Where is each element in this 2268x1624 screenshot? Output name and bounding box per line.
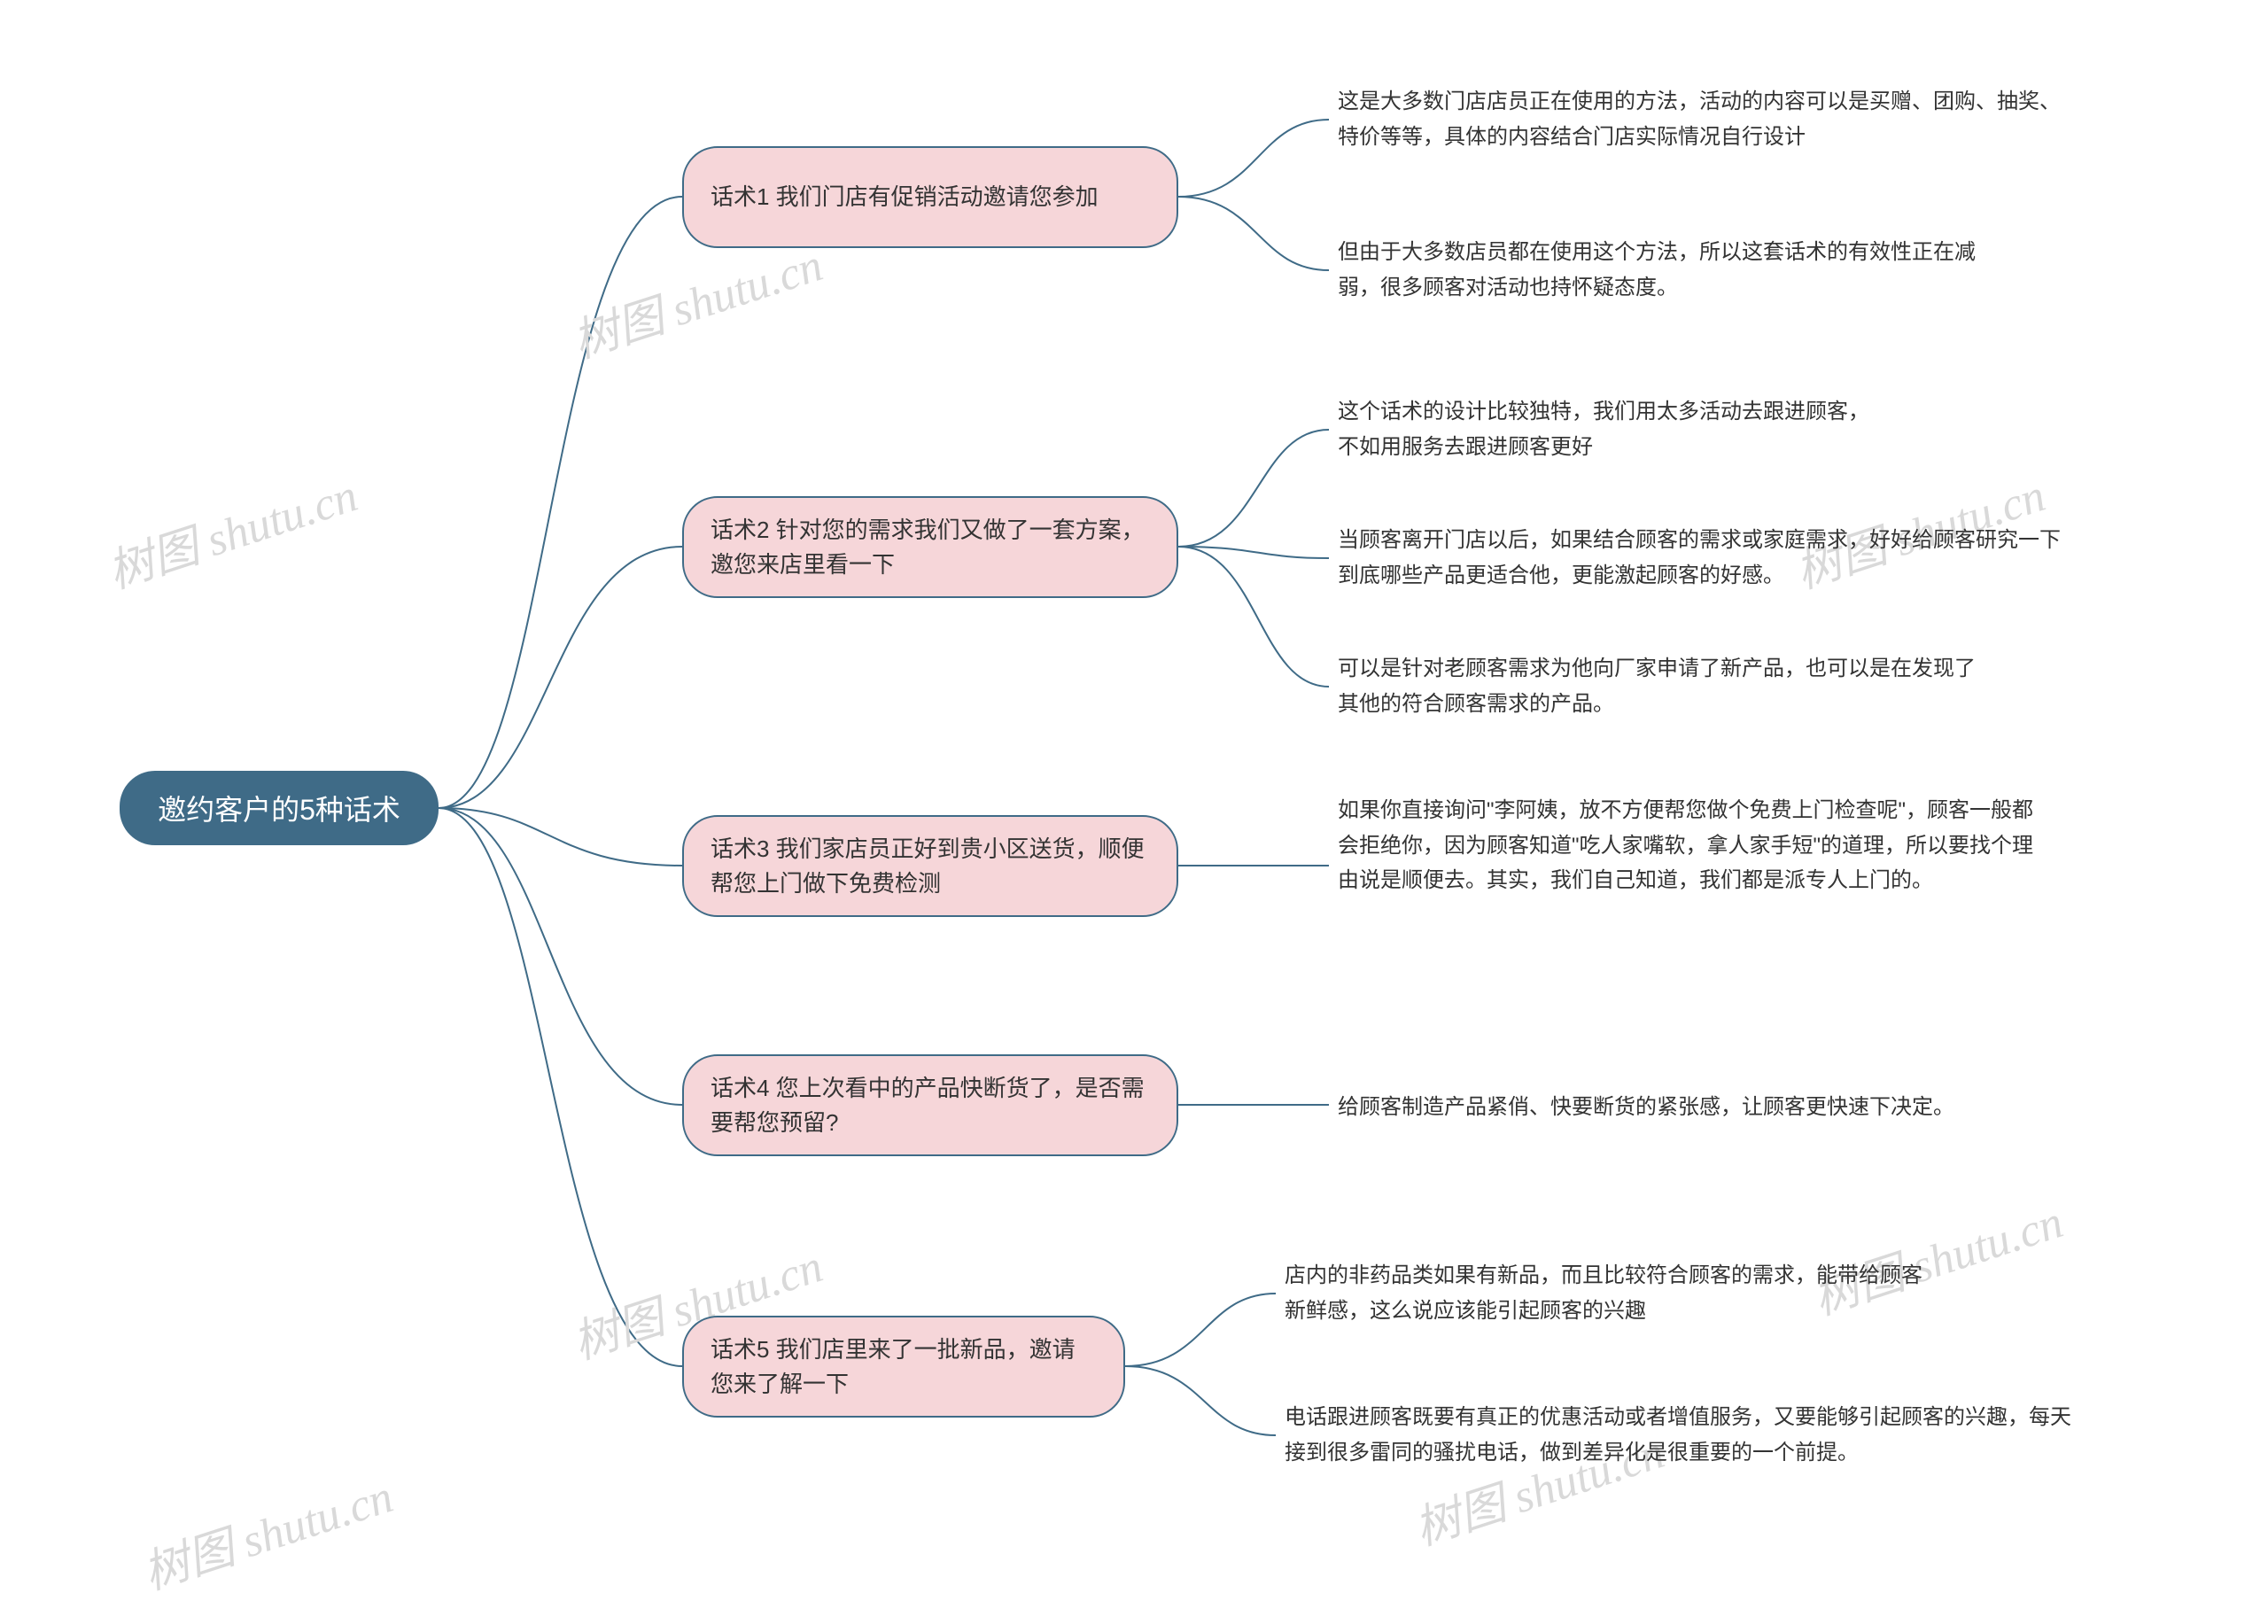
leaf-node: 可以是针对老顾客需求为他向厂家申请了新产品，也可以是在发现了其他的符合顾客需求的… (1338, 651, 1976, 721)
watermark: 树图 shutu.cn (134, 1459, 400, 1602)
branch-node-3: 话术3 我们家店员正好到贵小区送货，顺便帮您上门做下免费检测 (682, 815, 1178, 917)
leaf-node: 当顾客离开门店以后，如果结合顾客的需求或家庭需求，好好给顾客研究一下到底哪些产品… (1338, 523, 2064, 593)
mindmap-canvas: 树图 shutu.cn 树图 shutu.cn 树图 shutu.cn 树图 s… (0, 0, 2268, 1624)
leaf-node: 这是大多数门店店员正在使用的方法，活动的内容可以是买赠、团购、抽奖、特价等等，具… (1338, 84, 2064, 154)
branch-node-4: 话术4 您上次看中的产品快断货了，是否需要帮您预留? (682, 1054, 1178, 1156)
watermark: 树图 shutu.cn (563, 228, 830, 370)
leaf-node: 这个话术的设计比较独特，我们用太多活动去跟进顾客，不如用服务去跟进顾客更好 (1338, 394, 1887, 464)
leaf-node: 但由于大多数店员都在使用这个方法，所以这套话术的有效性正在减弱，很多顾客对活动也… (1338, 235, 1976, 305)
leaf-node: 如果你直接询问"李阿姨，放不方便帮您做个免费上门检查呢"，顾客一般都会拒绝你，因… (1338, 793, 2038, 898)
branch-node-1: 话术1 我们门店有促销活动邀请您参加 (682, 146, 1178, 248)
leaf-node: 店内的非药品类如果有新品，而且比较符合顾客的需求，能带给顾客新鲜感，这么说应该能… (1285, 1258, 1922, 1328)
watermark: 树图 shutu.cn (98, 458, 365, 601)
leaf-node: 电话跟进顾客既要有真正的优惠活动或者增值服务，又要能够引起顾客的兴趣，每天接到很… (1285, 1400, 2082, 1470)
root-node: 邀约客户的5种话术 (120, 771, 439, 845)
leaf-node: 给顾客制造产品紧俏、快要断货的紧张感，让顾客更快速下决定。 (1338, 1090, 2047, 1125)
branch-node-5: 话术5 我们店里来了一批新品，邀请您来了解一下 (682, 1316, 1125, 1418)
branch-node-2: 话术2 针对您的需求我们又做了一套方案，邀您来店里看一下 (682, 496, 1178, 598)
